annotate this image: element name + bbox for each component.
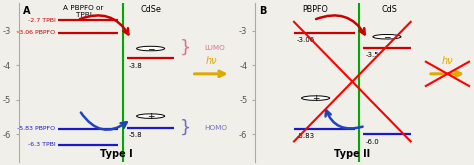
Circle shape bbox=[137, 46, 164, 51]
Text: hν: hν bbox=[442, 56, 453, 66]
Text: -3.06: -3.06 bbox=[296, 37, 314, 43]
Text: +: + bbox=[312, 94, 319, 103]
Text: }: } bbox=[180, 39, 191, 57]
Circle shape bbox=[373, 34, 401, 39]
Text: CdSe: CdSe bbox=[140, 4, 161, 14]
Text: LUMO: LUMO bbox=[205, 45, 226, 51]
Circle shape bbox=[301, 96, 329, 100]
Text: B: B bbox=[259, 6, 267, 16]
Text: CdS: CdS bbox=[381, 4, 397, 14]
Text: -3.5: -3.5 bbox=[365, 52, 379, 58]
Text: PBPFO: PBPFO bbox=[303, 4, 328, 14]
Text: Type I: Type I bbox=[100, 149, 132, 159]
Text: -6.0: -6.0 bbox=[365, 139, 379, 145]
Text: +: + bbox=[147, 112, 155, 121]
Text: -5.83: -5.83 bbox=[296, 133, 314, 139]
Text: A PBPFO or
TPBI: A PBPFO or TPBI bbox=[64, 4, 104, 17]
Text: -5.83 PBPFO: -5.83 PBPFO bbox=[18, 126, 55, 131]
Text: -3.06 PBPFO: -3.06 PBPFO bbox=[18, 30, 55, 35]
Text: −: − bbox=[383, 32, 391, 41]
Text: }: } bbox=[180, 119, 191, 137]
Circle shape bbox=[137, 114, 164, 118]
Text: Type II: Type II bbox=[334, 149, 370, 159]
Text: hν: hν bbox=[205, 56, 217, 66]
Text: -3.8: -3.8 bbox=[129, 63, 143, 69]
Text: -2.7 TPBI: -2.7 TPBI bbox=[27, 18, 55, 23]
Text: A: A bbox=[23, 6, 31, 16]
Text: −: − bbox=[147, 44, 155, 53]
Text: -5.8: -5.8 bbox=[129, 132, 143, 138]
Text: -6.3 TPBI: -6.3 TPBI bbox=[28, 142, 55, 147]
Text: HOMO: HOMO bbox=[205, 125, 228, 131]
